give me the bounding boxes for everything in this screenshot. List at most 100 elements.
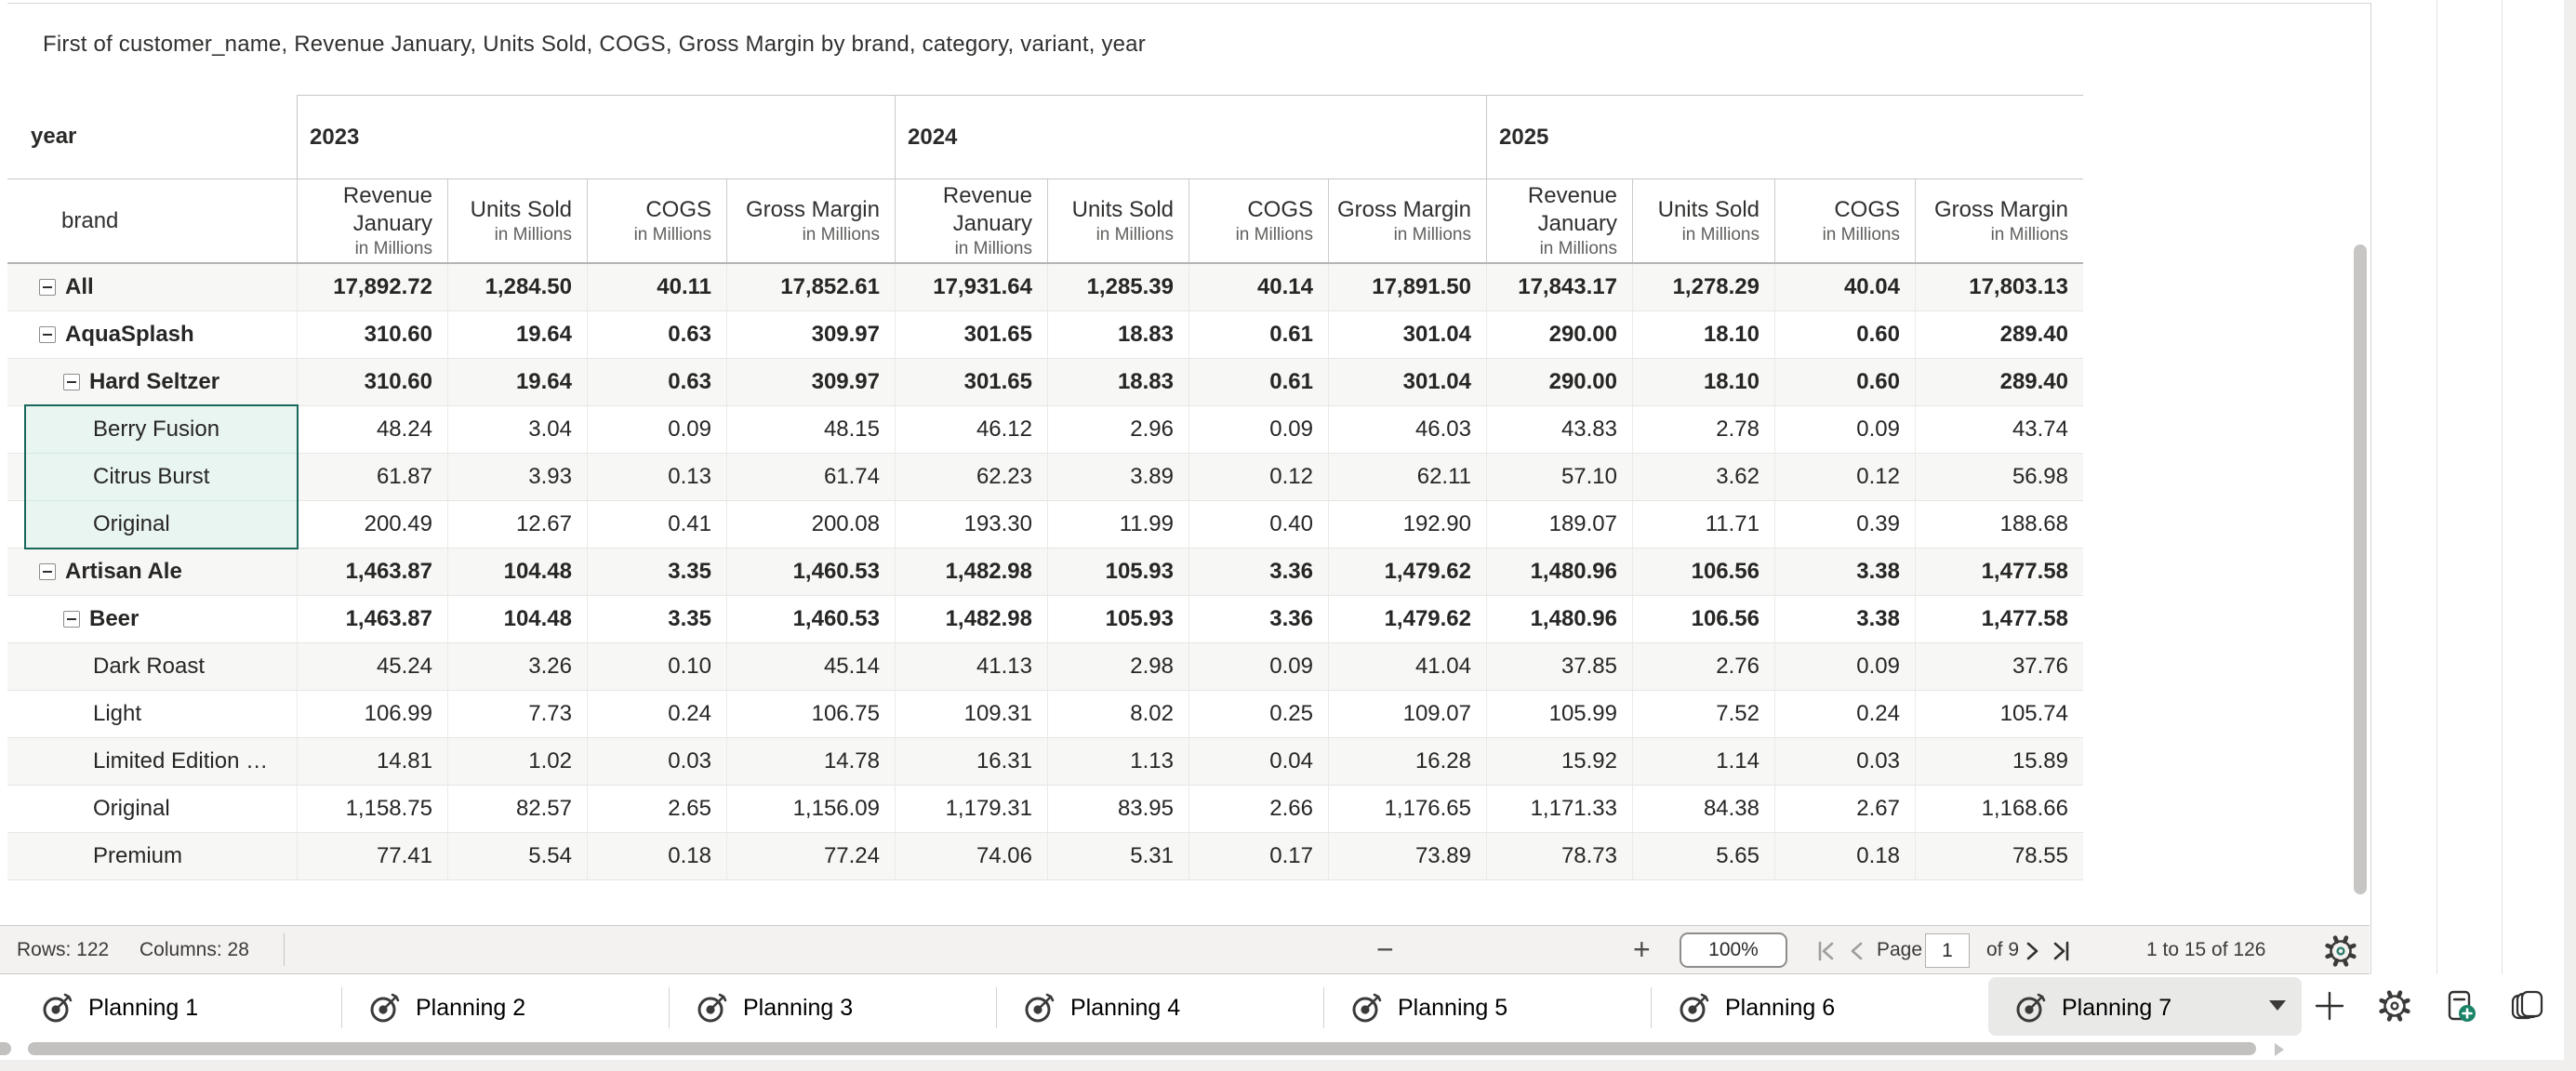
value-cell[interactable]: 0.09	[1774, 643, 1915, 690]
value-cell[interactable]: 43.83	[1486, 406, 1632, 453]
value-cell[interactable]: 15.92	[1486, 738, 1632, 785]
measure-column-header[interactable]: Revenue January in Millions	[895, 179, 1047, 262]
year-group-header[interactable]: 2025	[1486, 95, 2083, 178]
tab-scroll-right-arrow-icon[interactable]	[2275, 1043, 2284, 1056]
value-cell[interactable]: 17,852.61	[726, 264, 895, 311]
value-cell[interactable]: 17,931.64	[895, 264, 1047, 311]
value-cell[interactable]: 3.35	[587, 549, 726, 595]
value-cell[interactable]: 77.24	[726, 833, 895, 879]
value-cell[interactable]: 189.07	[1486, 501, 1632, 548]
measure-column-header[interactable]: COGS in Millions	[587, 179, 726, 262]
sheet-tab-7-active[interactable]: Planning 7	[2014, 977, 2171, 1038]
value-cell[interactable]: 83.95	[1047, 786, 1188, 832]
value-cell[interactable]: 11.71	[1632, 501, 1774, 548]
value-cell[interactable]: 105.74	[1915, 691, 2083, 737]
value-cell[interactable]: 1,479.62	[1328, 596, 1486, 642]
row-label-cell[interactable]: Artisan Ale	[7, 549, 297, 595]
value-cell[interactable]: 1,460.53	[726, 549, 895, 595]
value-cell[interactable]: 17,843.17	[1486, 264, 1632, 311]
value-cell[interactable]: 1,463.87	[297, 596, 447, 642]
value-cell[interactable]: 40.14	[1188, 264, 1328, 311]
value-cell[interactable]: 1,156.09	[726, 786, 895, 832]
zoom-level-value[interactable]: 100%	[1680, 932, 1787, 968]
row-label-cell[interactable]: Limited Edition …	[7, 738, 297, 785]
value-cell[interactable]: 1,482.98	[895, 596, 1047, 642]
value-cell[interactable]: 48.15	[726, 406, 895, 453]
value-cell[interactable]: 78.73	[1486, 833, 1632, 879]
year-group-header[interactable]: 2024	[895, 95, 1486, 178]
value-cell[interactable]: 11.99	[1047, 501, 1188, 548]
value-cell[interactable]: 0.09	[1188, 643, 1328, 690]
value-cell[interactable]: 19.64	[447, 359, 587, 405]
value-cell[interactable]: 3.36	[1188, 549, 1328, 595]
row-label-cell[interactable]: Dark Roast	[7, 643, 297, 690]
row-label-cell[interactable]: Beer	[7, 596, 297, 642]
value-cell[interactable]: 289.40	[1915, 311, 2083, 358]
value-cell[interactable]: 7.73	[447, 691, 587, 737]
value-cell[interactable]: 0.09	[587, 406, 726, 453]
value-cell[interactable]: 109.07	[1328, 691, 1486, 737]
value-cell[interactable]: 40.11	[587, 264, 726, 311]
value-cell[interactable]: 1,179.31	[895, 786, 1047, 832]
row-label-cell[interactable]: Premium	[7, 833, 297, 879]
value-cell[interactable]: 61.74	[726, 454, 895, 500]
value-cell[interactable]: 5.65	[1632, 833, 1774, 879]
value-cell[interactable]: 289.40	[1915, 359, 2083, 405]
value-cell[interactable]: 37.76	[1915, 643, 2083, 690]
value-cell[interactable]: 2.98	[1047, 643, 1188, 690]
value-cell[interactable]: 40.04	[1774, 264, 1915, 311]
value-cell[interactable]: 3.38	[1774, 549, 1915, 595]
value-cell[interactable]: 48.24	[297, 406, 447, 453]
value-cell[interactable]: 5.31	[1047, 833, 1188, 879]
row-label-cell[interactable]: Light	[7, 691, 297, 737]
first-page-button[interactable]	[1815, 939, 1839, 963]
value-cell[interactable]: 41.04	[1328, 643, 1486, 690]
value-cell[interactable]: 104.48	[447, 549, 587, 595]
measure-column-header[interactable]: Gross Margin in Millions	[726, 179, 895, 262]
measure-column-header[interactable]: Revenue January in Millions	[297, 179, 447, 262]
value-cell[interactable]: 84.38	[1632, 786, 1774, 832]
measure-column-header[interactable]: Revenue January in Millions	[1486, 179, 1632, 262]
measure-column-header[interactable]: Units Sold in Millions	[447, 179, 587, 262]
value-cell[interactable]: 1.13	[1047, 738, 1188, 785]
value-cell[interactable]: 73.89	[1328, 833, 1486, 879]
value-cell[interactable]: 1,477.58	[1915, 596, 2083, 642]
value-cell[interactable]: 1.02	[447, 738, 587, 785]
value-cell[interactable]: 0.39	[1774, 501, 1915, 548]
value-cell[interactable]: 0.63	[587, 359, 726, 405]
value-cell[interactable]: 17,891.50	[1328, 264, 1486, 311]
value-cell[interactable]: 1,176.65	[1328, 786, 1486, 832]
value-cell[interactable]: 78.55	[1915, 833, 2083, 879]
value-cell[interactable]: 104.48	[447, 596, 587, 642]
row-label-cell[interactable]: All	[7, 264, 297, 311]
value-cell[interactable]: 37.85	[1486, 643, 1632, 690]
value-cell[interactable]: 46.12	[895, 406, 1047, 453]
value-cell[interactable]: 0.41	[587, 501, 726, 548]
value-cell[interactable]: 3.38	[1774, 596, 1915, 642]
value-cell[interactable]: 301.04	[1328, 359, 1486, 405]
row-label-cell[interactable]: Hard Seltzer	[7, 359, 297, 405]
value-cell[interactable]: 192.90	[1328, 501, 1486, 548]
value-cell[interactable]: 45.24	[297, 643, 447, 690]
measure-column-header[interactable]: Gross Margin in Millions	[1328, 179, 1486, 262]
value-cell[interactable]: 18.83	[1047, 311, 1188, 358]
value-cell[interactable]: 3.62	[1632, 454, 1774, 500]
measure-column-header[interactable]: COGS in Millions	[1188, 179, 1328, 262]
sheet-tab-3[interactable]: Planning 3	[696, 977, 853, 1038]
measure-column-header[interactable]: COGS in Millions	[1774, 179, 1915, 262]
sheet-tab-4[interactable]: Planning 4	[1023, 977, 1180, 1038]
value-cell[interactable]: 105.93	[1047, 596, 1188, 642]
value-cell[interactable]: 1,158.75	[297, 786, 447, 832]
value-cell[interactable]: 309.97	[726, 311, 895, 358]
add-data-sheet-icon[interactable]	[2442, 988, 2477, 1024]
sheet-tab-5[interactable]: Planning 5	[1350, 977, 1507, 1038]
value-cell[interactable]: 106.99	[297, 691, 447, 737]
value-cell[interactable]: 310.60	[297, 311, 447, 358]
collapse-minus-icon[interactable]	[63, 611, 80, 628]
value-cell[interactable]: 74.06	[895, 833, 1047, 879]
row-label-cell[interactable]: Original	[7, 786, 297, 832]
value-cell[interactable]: 0.24	[1774, 691, 1915, 737]
value-cell[interactable]: 1,480.96	[1486, 596, 1632, 642]
value-cell[interactable]: 14.78	[726, 738, 895, 785]
value-cell[interactable]: 1,284.50	[447, 264, 587, 311]
